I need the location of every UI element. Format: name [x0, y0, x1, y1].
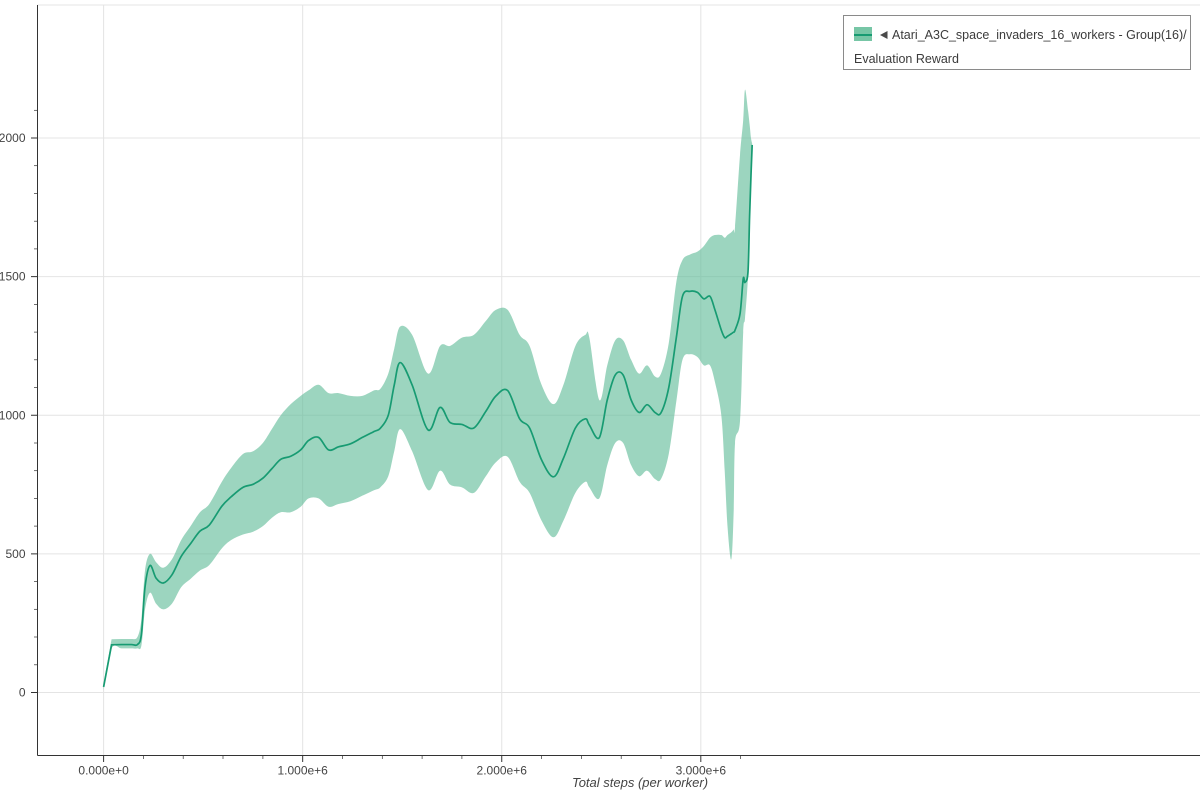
svg-text:1.000e+6: 1.000e+6	[277, 764, 328, 778]
svg-text:1000: 1000	[0, 408, 26, 422]
svg-text:0: 0	[19, 686, 26, 700]
svg-text:0.000e+0: 0.000e+0	[78, 764, 129, 778]
svg-text:1500: 1500	[0, 270, 26, 284]
svg-text:2000: 2000	[0, 131, 26, 145]
svg-text:Evaluation Reward: Evaluation Reward	[854, 52, 959, 66]
svg-text:500: 500	[5, 547, 25, 561]
svg-text:Total steps (per worker): Total steps (per worker)	[572, 775, 708, 790]
svg-text:2.000e+6: 2.000e+6	[477, 764, 528, 778]
svg-text:Atari_A3C_space_invaders_16_wo: Atari_A3C_space_invaders_16_workers - Gr…	[892, 28, 1187, 42]
